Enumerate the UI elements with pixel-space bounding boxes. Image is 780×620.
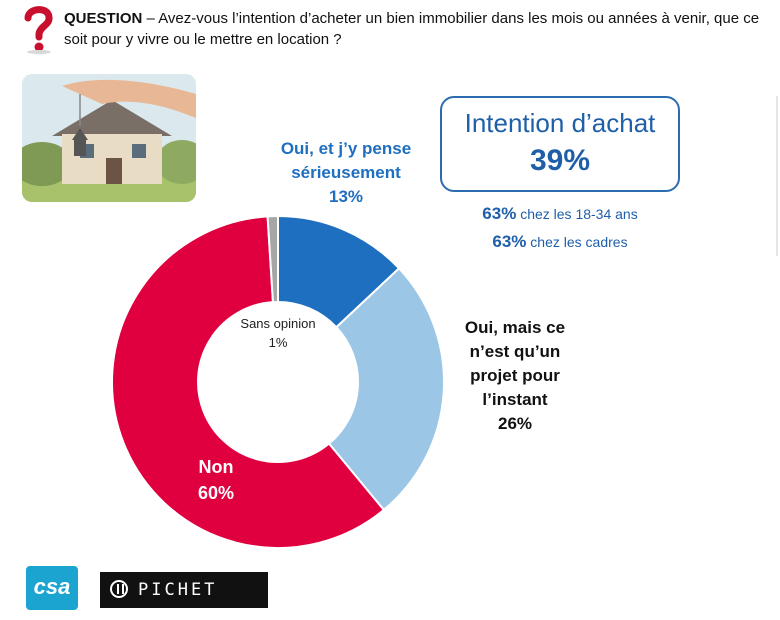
slice-label-sans: Sans opinion 1% (230, 314, 326, 352)
purchase-intent-box: Intention d’achat 39% (440, 96, 680, 192)
donut-slice-projet (327, 266, 445, 512)
kpi-detail-value: 63% (492, 232, 527, 251)
question-body: – Avez-vous l’intention d’acheter un bie… (64, 10, 760, 48)
purchase-intent-value: 39% (529, 144, 591, 177)
donut-slice-sans (266, 214, 279, 304)
slice-label-non: Non 60% (178, 454, 254, 506)
question-mark-icon (24, 6, 53, 54)
kpi-detail-value: 63% (482, 204, 517, 223)
slice-label-text: Oui, mais ce n’est qu’un projet pour l’i… (464, 318, 566, 409)
kpi-detail-text: chez les cadres (526, 234, 628, 250)
house-key-image (22, 74, 196, 202)
slice-label-text: Non (198, 457, 234, 477)
divider-line (776, 96, 778, 256)
pichet-mark-icon (110, 580, 128, 598)
kpi-detail-row: 63% chez les cadres (440, 232, 680, 252)
donut-slice-non (111, 215, 386, 549)
kpi-detail-text: chez les 18-34 ans (516, 206, 638, 222)
slice-value-label: 60% (197, 483, 235, 503)
slice-label-projet: Oui, mais ce n’est qu’un projet pour l’i… (450, 316, 580, 436)
slice-label-serious: Oui, et j’y pense sérieusement 13% (262, 137, 430, 209)
csa-logo: csa (26, 566, 78, 610)
pichet-logo-text: PICHET (138, 580, 218, 600)
kpi-detail-row: 63% chez les 18-34 ans (440, 204, 680, 224)
slice-value-label: 26% (497, 414, 533, 433)
slice-label-text: Oui, et j’y pense sérieusement (280, 139, 412, 182)
csa-logo-text: csa (33, 574, 71, 599)
purchase-intent-title: Intention d’achat (464, 108, 656, 138)
slice-value-label: 13% (328, 187, 364, 206)
pichet-logo: PICHET (100, 572, 268, 608)
slice-label-text: Sans opinion (240, 316, 316, 331)
question-text: QUESTION – Avez-vous l’intention d’achet… (64, 8, 764, 50)
slice-value-label: 1% (268, 335, 288, 350)
question-label: QUESTION (64, 10, 143, 27)
